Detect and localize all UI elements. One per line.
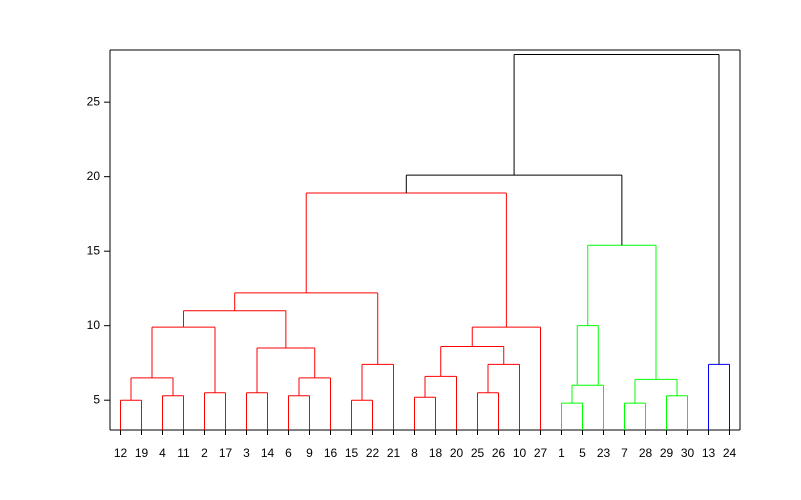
tick-label: 20 [87, 169, 101, 183]
tick-label: 19 [135, 446, 149, 460]
tick-label: 22 [366, 446, 380, 460]
tick-label: 6 [285, 446, 292, 460]
tick-label: 30 [681, 446, 695, 460]
tick-label: 5 [579, 446, 586, 460]
tick-label: 15 [87, 243, 101, 257]
tick-label: 14 [261, 446, 275, 460]
tick-label: 4 [159, 446, 166, 460]
tick-label: 7 [621, 446, 628, 460]
tick-label: 15 [345, 446, 359, 460]
tick-label: 5 [93, 392, 100, 406]
tick-label: 17 [219, 446, 233, 460]
tick-label: 26 [492, 446, 506, 460]
tick-label: 8 [411, 446, 418, 460]
tick-label: 18 [429, 446, 443, 460]
tick-label: 11 [177, 446, 190, 460]
tick-label: 25 [471, 446, 485, 460]
tick-label: 9 [306, 446, 313, 460]
tick-label: 13 [702, 446, 716, 460]
tick-label: 23 [597, 446, 611, 460]
tick-label: 10 [87, 318, 101, 332]
tick-label: 21 [387, 446, 401, 460]
tick-label: 3 [243, 446, 250, 460]
tick-label: 10 [513, 446, 527, 460]
tick-label: 12 [114, 446, 128, 460]
tick-label: 24 [723, 446, 737, 460]
tick-label: 28 [639, 446, 653, 460]
dendrogram-chart: 5101520251219411217314691615222181820252… [0, 0, 801, 500]
tick-label: 27 [534, 446, 548, 460]
tick-label: 25 [87, 94, 101, 108]
tick-label: 2 [201, 446, 208, 460]
chart-svg: 5101520251219411217314691615222181820252… [0, 0, 801, 500]
tick-label: 20 [450, 446, 464, 460]
tick-label: 1 [558, 446, 565, 460]
tick-label: 29 [660, 446, 674, 460]
tick-label: 16 [324, 446, 338, 460]
